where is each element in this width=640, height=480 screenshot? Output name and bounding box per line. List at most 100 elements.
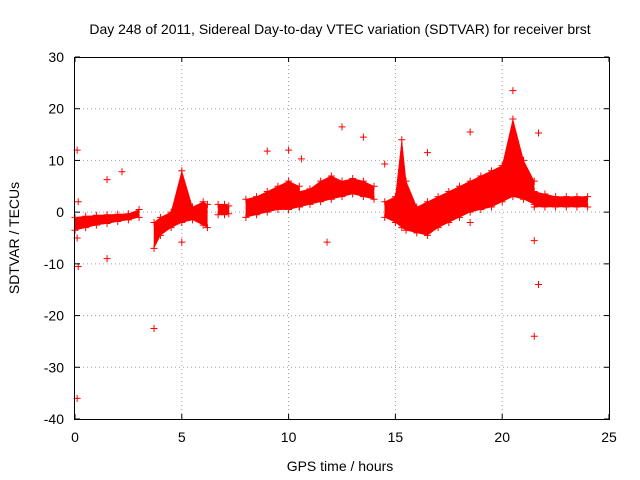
data-point — [434, 193, 442, 201]
data-point — [509, 115, 517, 123]
data-point — [295, 203, 303, 211]
data-point — [530, 187, 538, 195]
outlier-point — [466, 218, 474, 226]
data-point — [584, 193, 592, 201]
data-point — [327, 172, 335, 180]
data-point — [103, 211, 111, 219]
data-point — [488, 167, 496, 175]
data-point — [338, 193, 346, 201]
data-point — [188, 216, 196, 224]
data-point — [124, 210, 132, 218]
data-point — [455, 213, 463, 221]
data-point — [199, 198, 207, 206]
data-point — [203, 200, 211, 208]
y-tick-label: 20 — [48, 101, 64, 117]
data-point — [253, 193, 261, 201]
data-point — [584, 203, 592, 211]
data-point — [562, 193, 570, 201]
data-point — [135, 206, 143, 214]
data-point — [167, 224, 175, 232]
data-point — [285, 177, 293, 185]
data-point — [124, 216, 132, 224]
data-point — [381, 198, 389, 206]
data-point — [573, 203, 581, 211]
data-point — [402, 177, 410, 185]
data-point — [306, 185, 314, 193]
outlier-point — [530, 332, 538, 340]
outlier-point — [178, 238, 186, 246]
data-point — [214, 211, 222, 219]
data-point — [242, 195, 250, 203]
data-point — [242, 213, 250, 221]
data-point — [156, 231, 164, 239]
outlier-point — [338, 123, 346, 131]
data-point — [214, 200, 222, 208]
y-tick-label: 10 — [48, 152, 64, 168]
data-point — [413, 203, 421, 211]
outlier-point — [74, 198, 82, 206]
data-point — [150, 218, 158, 226]
plot-frame — [74, 57, 610, 420]
outlier-point — [118, 168, 126, 176]
data-point — [317, 177, 325, 185]
data-point — [391, 193, 399, 201]
data-point — [103, 220, 111, 228]
data-point — [370, 182, 378, 190]
data-point — [413, 229, 421, 237]
data-point — [274, 182, 282, 190]
data-point — [381, 213, 389, 221]
y-tick-label: -20 — [44, 308, 64, 324]
data-point — [306, 200, 314, 208]
data-point — [562, 203, 570, 211]
data-point — [156, 213, 164, 221]
data-point — [327, 195, 335, 203]
data-point — [398, 136, 406, 144]
data-point — [359, 193, 367, 201]
data-point — [477, 172, 485, 180]
outlier-point — [103, 255, 111, 263]
outlier-point — [263, 147, 271, 155]
y-tick-label: -40 — [44, 411, 64, 427]
data-point — [82, 212, 90, 220]
data-point — [466, 177, 474, 185]
outlier-point — [285, 146, 293, 154]
data-point — [150, 244, 158, 252]
data-point — [398, 224, 406, 232]
data-point — [477, 206, 485, 214]
outlier-point — [103, 176, 111, 184]
data-point — [338, 177, 346, 185]
data-point — [445, 187, 453, 195]
data-point — [167, 208, 175, 216]
data-point — [225, 210, 233, 218]
data-point — [92, 221, 100, 229]
outlier-point — [466, 128, 474, 136]
data-point — [178, 218, 186, 226]
data-point — [225, 202, 233, 210]
x-tick-label: 0 — [71, 429, 79, 445]
data-point — [285, 206, 293, 214]
x-tick-label: 10 — [281, 429, 297, 445]
data-point — [295, 187, 303, 195]
data-point — [434, 224, 442, 232]
data-point — [455, 182, 463, 190]
data-points — [71, 87, 592, 402]
dense-data-band — [299, 175, 375, 208]
x-axis-label: GPS time / hours — [287, 458, 394, 474]
outlier-point — [423, 149, 431, 157]
data-point — [199, 221, 207, 229]
axis-ticks: 0 5 10 15 20 25 -40 -30 -20 -10 0 10 20 30 — [44, 49, 617, 445]
x-tick-label: 25 — [601, 429, 617, 445]
outlier-point — [359, 133, 367, 141]
x-tick-label: 20 — [494, 429, 510, 445]
data-point — [509, 193, 517, 201]
data-point — [114, 217, 122, 225]
grid — [75, 57, 609, 419]
data-point — [92, 211, 100, 219]
data-point — [114, 210, 122, 218]
data-point — [263, 208, 271, 216]
data-point — [552, 193, 560, 201]
data-point — [423, 198, 431, 206]
data-point — [317, 198, 325, 206]
outlier-point — [509, 87, 517, 95]
outlier-point — [323, 238, 331, 246]
